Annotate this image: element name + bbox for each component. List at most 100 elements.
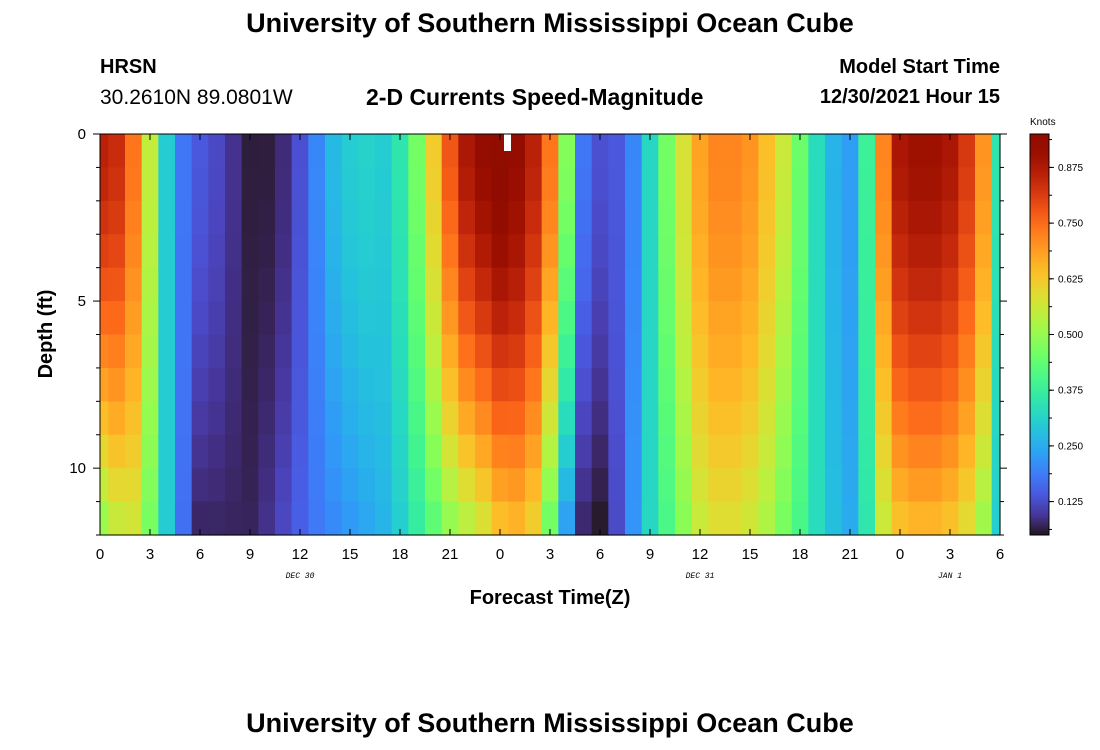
- heatmap-cell: [141, 167, 159, 202]
- heatmap-cell: [791, 468, 809, 503]
- heatmap-cell: [441, 301, 459, 336]
- heatmap-cell: [775, 468, 793, 503]
- heatmap-cell: [691, 134, 709, 169]
- heatmap-cell: [491, 401, 509, 436]
- heatmap-cell: [158, 301, 176, 336]
- colorbar: Knots 0.125 0.250 0.375 0.500 0.625 0.750 0.87…: [1029, 117, 1083, 536]
- heatmap-cell: [375, 200, 393, 235]
- heatmap-cell: [341, 301, 359, 336]
- station-coordinates: 30.2610N 89.0801W: [100, 86, 293, 109]
- heatmap-cell: [441, 267, 459, 302]
- heatmap-cell: [925, 468, 943, 503]
- heatmap-cell: [225, 367, 243, 402]
- heatmap-cell: [208, 167, 226, 202]
- heatmap-cell: [925, 434, 943, 469]
- heatmap-cell: [141, 334, 159, 369]
- heatmap-cell: [525, 468, 543, 503]
- heatmap-cell: [841, 234, 859, 269]
- heatmap-cell: [825, 401, 843, 436]
- heatmap-cell: [425, 367, 443, 402]
- heatmap-cell: [341, 334, 359, 369]
- heatmap-cell: [191, 367, 209, 402]
- heatmap-cell: [625, 234, 643, 269]
- heatmap-cell: [608, 134, 626, 169]
- heatmap-cell: [541, 167, 559, 202]
- heatmap-cell: [100, 234, 109, 269]
- x-tick-label: 6: [596, 546, 604, 563]
- heatmap-cell: [891, 367, 909, 402]
- heatmap-cell: [575, 434, 593, 469]
- heatmap-cell: [108, 434, 126, 469]
- heatmap-cell: [391, 167, 409, 202]
- heatmap-cell: [291, 401, 309, 436]
- heatmap-cell: [258, 234, 276, 269]
- heatmap-cell: [758, 367, 776, 402]
- heatmap-cell: [425, 334, 443, 369]
- heatmap-cell: [608, 200, 626, 235]
- heatmap-cell: [175, 200, 193, 235]
- heatmap-cell: [808, 468, 826, 503]
- heatmap-cell: [758, 234, 776, 269]
- heatmap-cell: [591, 301, 609, 336]
- heatmap-cell: [525, 267, 543, 302]
- heatmap-cell: [391, 367, 409, 402]
- heatmap-cell: [775, 334, 793, 369]
- heatmap-cell: [541, 367, 559, 402]
- heatmap-cell: [375, 267, 393, 302]
- heatmap-cell: [391, 434, 409, 469]
- heatmap-cell: [491, 501, 509, 536]
- heatmap-cell: [641, 367, 659, 402]
- heatmap-cell: [958, 401, 976, 436]
- heatmap-cell: [558, 267, 576, 302]
- heatmap-cell: [141, 468, 159, 503]
- heatmap-cell: [675, 468, 693, 503]
- heatmap-cell: [591, 501, 609, 536]
- heatmap-cell: [141, 434, 159, 469]
- date-label: DEC 30: [286, 572, 315, 581]
- heatmap-cell: [258, 501, 276, 536]
- heatmap-cell: [325, 301, 343, 336]
- heatmap-cell: [891, 401, 909, 436]
- x-axis: 0 3 6 9 12 15 18 21 0 3 6 9 12 15 18 21 0 3 6 DEC 30 DEC 31 J…: [96, 134, 1004, 581]
- heatmap-cell: [875, 468, 893, 503]
- heatmap-cell: [841, 367, 859, 402]
- heatmap-cell: [641, 301, 659, 336]
- heatmap-cell: [458, 234, 476, 269]
- heatmap-cell: [608, 434, 626, 469]
- heatmap-cell: [958, 134, 976, 169]
- heatmap-cell: [100, 301, 109, 336]
- heatmap-cell: [408, 501, 426, 536]
- heatmap-cell: [308, 301, 326, 336]
- heatmap-cell: [241, 501, 259, 536]
- heatmap-cell: [875, 301, 893, 336]
- heatmap-cell: [241, 401, 259, 436]
- heatmap-cell: [708, 334, 726, 369]
- heatmap-cell: [575, 367, 593, 402]
- heatmap-cell: [608, 367, 626, 402]
- heatmap-cell: [325, 468, 343, 503]
- heatmap-cell: [191, 401, 209, 436]
- x-tick-label: 3: [546, 546, 554, 563]
- heatmap-cell: [925, 167, 943, 202]
- heatmap-cell: [441, 367, 459, 402]
- heatmap-cell: [225, 501, 243, 536]
- heatmap-cell: [358, 434, 376, 469]
- heatmap-cell: [175, 167, 193, 202]
- heatmap-cell: [641, 167, 659, 202]
- heatmap-cell: [608, 401, 626, 436]
- heatmap-cell: [541, 434, 559, 469]
- heatmap-cell: [725, 468, 743, 503]
- heatmap-cell: [991, 401, 1001, 436]
- heatmap-cell: [841, 134, 859, 169]
- heatmap-cell: [925, 301, 943, 336]
- heatmap-cell: [841, 334, 859, 369]
- heatmap-cell: [591, 434, 609, 469]
- heatmap-cell: [158, 501, 176, 536]
- heatmap-cell: [991, 134, 1001, 169]
- heatmap-cell: [358, 167, 376, 202]
- heatmap-cell: [241, 301, 259, 336]
- heatmap-cell: [991, 301, 1001, 336]
- heatmap-cell: [741, 334, 759, 369]
- heatmap-cell: [858, 234, 876, 269]
- heatmap-cell: [575, 267, 593, 302]
